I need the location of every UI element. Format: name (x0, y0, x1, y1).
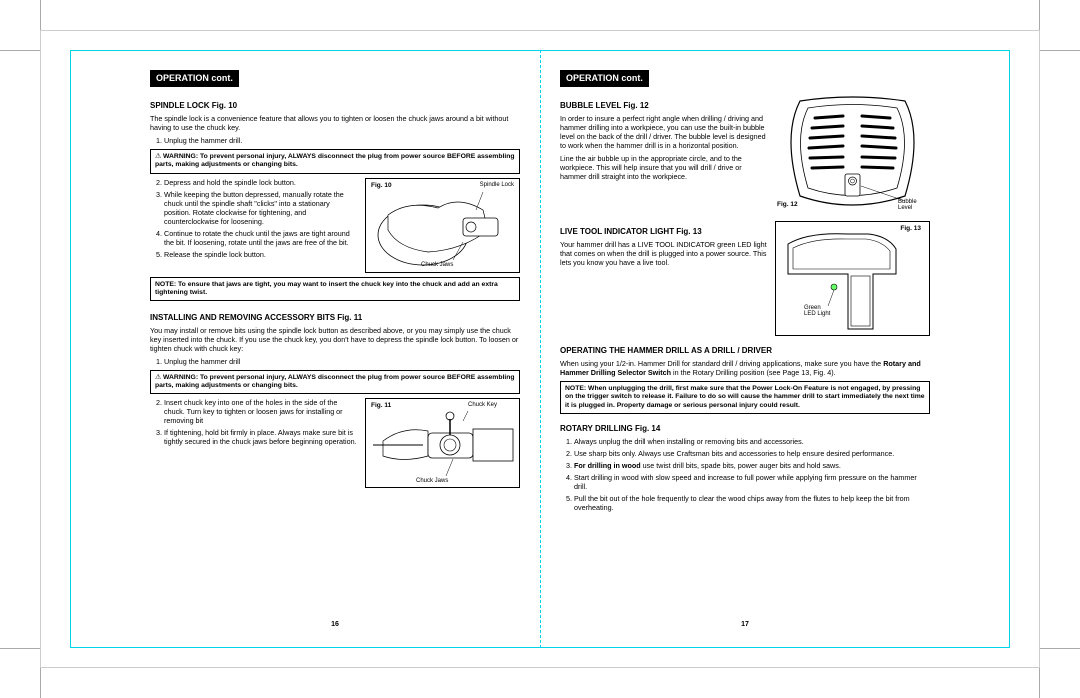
warning-box: ⚠ WARNING: To prevent personal injury, A… (150, 149, 520, 173)
callout: Bubble Level (898, 199, 928, 211)
rotary-drilling-heading: ROTARY DRILLING Fig. 14 (560, 424, 930, 434)
fig-label: Fig. 13 (900, 225, 921, 233)
warning-box: ⚠ WARNING: To prevent personal injury, A… (150, 370, 520, 394)
step: Use sharp bits only. Always use Craftsma… (574, 449, 930, 458)
page-fold-divider (540, 50, 541, 648)
fig-label: Fig. 12 (777, 201, 798, 209)
bubble-level-body: In order to insure a perfect right angle… (560, 114, 767, 150)
figure-13: Fig. 13 Green LED Light (775, 221, 930, 336)
callout: Chuck Jaws (421, 262, 453, 270)
bubble-level-body2: Line the air bubble up in the appropriat… (560, 154, 767, 181)
fig-label: Fig. 11 (371, 402, 391, 410)
page-16: OPERATION cont. SPINDLE LOCK Fig. 10 The… (150, 70, 520, 630)
step: Always unplug the drill when installing … (574, 437, 930, 446)
accessory-bits-heading: INSTALLING AND REMOVING ACCESSORY BITS F… (150, 313, 520, 323)
step: Release the spindle lock button. (164, 250, 357, 259)
operating-body: When using your 1/2-in. Hammer Drill for… (560, 359, 930, 377)
warning-icon: ⚠ (155, 153, 161, 160)
step: Pull the bit out of the hole frequently … (574, 494, 930, 512)
section-bar: OPERATION cont. (150, 70, 239, 87)
step: While keeping the button depressed, manu… (164, 190, 357, 226)
section-bar: OPERATION cont. (560, 70, 649, 87)
warning-text: WARNING: To prevent personal injury, ALW… (155, 153, 515, 168)
note-box: NOTE: To ensure that jaws are tight, you… (150, 277, 520, 301)
step: Insert chuck key into one of the holes i… (164, 398, 357, 425)
fig-label: Fig. 10 (371, 182, 392, 190)
live-tool-heading: LIVE TOOL INDICATOR LIGHT Fig. 13 (560, 227, 767, 237)
accessory-bits-intro: You may install or remove bits using the… (150, 326, 520, 353)
warning-text: WARNING: To prevent personal injury, ALW… (155, 374, 515, 389)
spindle-lock-heading: SPINDLE LOCK Fig. 10 (150, 101, 520, 111)
spindle-lock-intro: The spindle lock is a convenience featur… (150, 114, 520, 132)
figure-12: Fig. 12 Bubble Level (775, 95, 930, 215)
figure-11: Fig. 11 Chuck Key Chuck Jaws (365, 398, 520, 488)
page-17: OPERATION cont. BUBBLE LEVEL Fig. 12 In … (560, 70, 930, 630)
live-tool-body: Your hammer drill has a LIVE TOOL INDICA… (560, 240, 767, 267)
step: For drilling in wood use twist drill bit… (574, 461, 930, 470)
callout: Chuck Key (468, 402, 497, 410)
note-text: NOTE: When unplugging the drill, first m… (565, 385, 925, 408)
warning-icon: ⚠ (155, 374, 161, 381)
page-number: 17 (560, 621, 930, 630)
step: Unplug the hammer drill. (164, 136, 520, 145)
page-number: 16 (150, 621, 520, 630)
callout: Chuck Jaws (416, 478, 448, 486)
note-box: NOTE: When unplugging the drill, first m… (560, 381, 930, 413)
operating-heading: OPERATING THE HAMMER DRILL AS A DRILL / … (560, 346, 930, 356)
step: Start drilling in wood with slow speed a… (574, 473, 930, 491)
figure-10: Fig. 10 Spindle Lock Chuck Jaws (365, 178, 520, 273)
callout: Green LED Light (804, 305, 832, 317)
step: Unplug the hammer drill (164, 357, 520, 366)
step: If tightening, hold bit firmly in place.… (164, 428, 357, 446)
step: Continue to rotate the chuck until the j… (164, 229, 357, 247)
callout: Spindle Lock (480, 182, 514, 190)
note-text: NOTE: To ensure that jaws are tight, you… (155, 281, 498, 296)
bubble-level-heading: BUBBLE LEVEL Fig. 12 (560, 101, 767, 111)
step: Depress and hold the spindle lock button… (164, 178, 357, 187)
